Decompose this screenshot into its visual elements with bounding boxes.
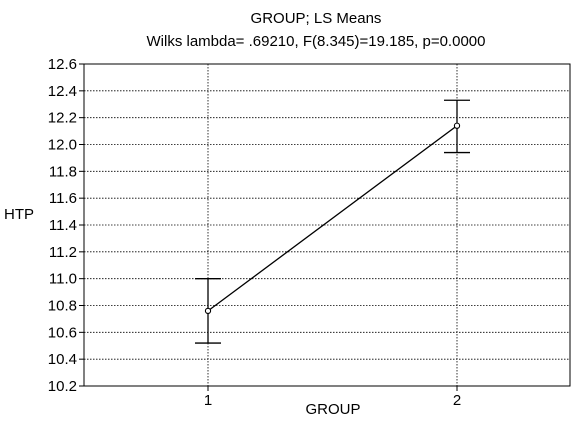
y-tick-label: 10.4 [48,351,77,368]
y-axis-label: HTP [4,206,34,223]
series-layer [195,99,470,344]
y-tick-label: 11.4 [49,217,77,234]
y-tick-label: 11.8 [49,163,77,180]
y-tick-label: 12.2 [48,110,77,127]
grid-lines [84,63,570,387]
x-tick-label: 2 [453,392,461,409]
y-tick-label: 11.6 [49,190,77,207]
plot-frame [83,63,571,387]
y-tick-label: 10.2 [48,378,77,395]
x-tick-label: 1 [204,392,212,409]
y-tick-label: 10.8 [48,298,77,315]
y-tick-label: 12.6 [48,56,77,73]
y-tick-label: 11.0 [49,271,77,288]
series-line [207,125,458,312]
y-tick-label: 10.6 [48,324,77,341]
y-tick-label: 11.2 [49,244,77,261]
chart-title: GROUP; LS Means [251,10,382,27]
y-tick-label: 12.0 [48,137,77,154]
data-point [204,307,212,315]
tick-labels: 10.2 10.4 10.6 10.8 11.0 11.2 11.4 11.6 11.8 12.0… [48,56,461,409]
chart-subtitle: Wilks lambda= .69210, F(8.345)=19.185, p… [147,33,486,50]
y-tick-label: 12.4 [48,83,77,100]
data-point [453,122,461,129]
x-axis-label: GROUP [305,401,360,418]
